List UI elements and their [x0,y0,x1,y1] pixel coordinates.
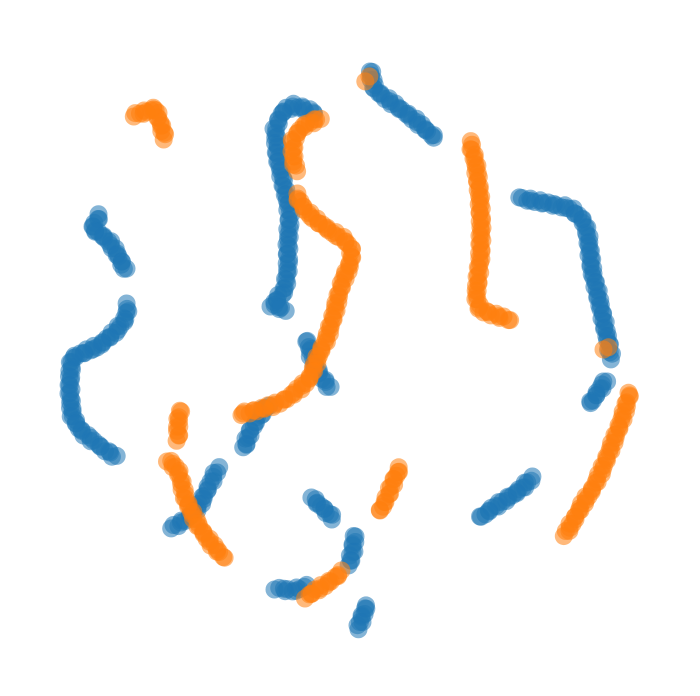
data-point [296,589,314,608]
series-2 [124,67,639,608]
data-point [371,501,389,520]
series-layer [59,62,639,639]
data-point [501,311,520,330]
data-point [276,301,295,320]
data-point [162,519,181,538]
data-point [288,162,307,181]
data-point [117,259,136,278]
data-point [322,510,341,529]
data-point [215,548,234,567]
data-point [581,394,600,413]
data-point [554,527,573,546]
data-point [356,72,375,91]
data-point [594,340,613,359]
data-point [321,377,340,396]
data-point [234,438,253,457]
data-point [471,507,489,526]
data-point [232,406,251,425]
data-point [167,431,186,450]
series-1 [59,62,621,639]
data-point [424,128,443,147]
data-point [107,446,126,465]
data-point [154,130,173,149]
data-point [349,620,368,639]
